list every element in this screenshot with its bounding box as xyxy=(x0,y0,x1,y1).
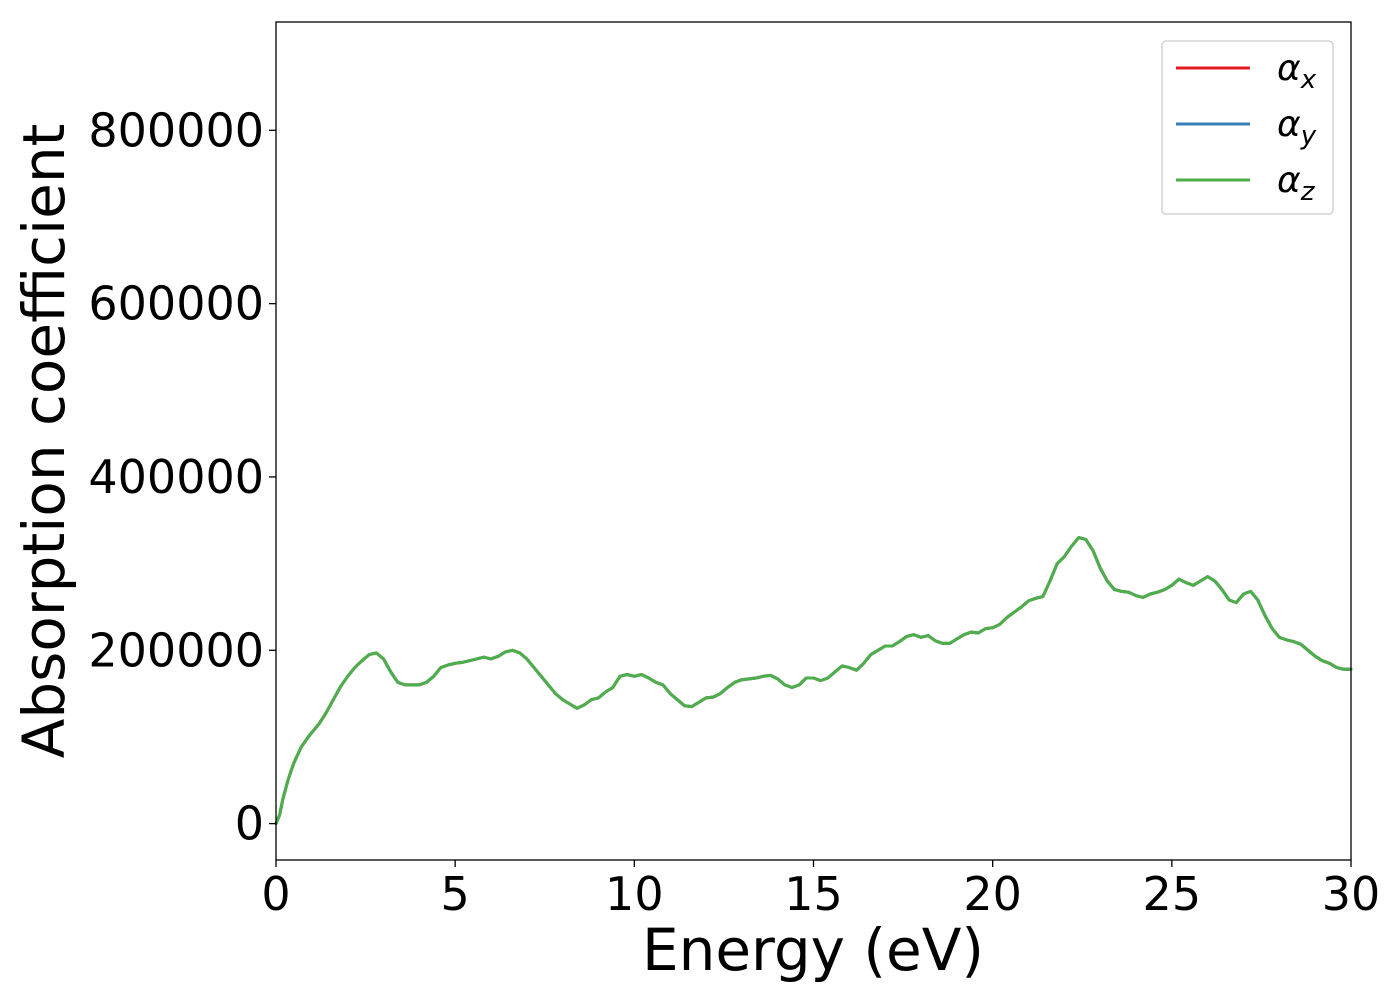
y-tick-label: 400000 xyxy=(88,450,264,504)
x-tick-label: 20 xyxy=(963,867,1022,921)
y-tick-label: 600000 xyxy=(88,277,264,331)
x-tick-label: 30 xyxy=(1322,867,1381,921)
x-axis-label: Energy (eV) xyxy=(642,916,984,984)
x-tick-label: 15 xyxy=(784,867,843,921)
legend-subscript: y xyxy=(1300,121,1317,151)
y-axis-label: Absorption coefficient xyxy=(10,124,78,759)
series-layer xyxy=(274,536,1353,826)
legend-subscript: z xyxy=(1300,177,1316,207)
y-tick-label: 0 xyxy=(235,797,264,851)
y-tick-label: 800000 xyxy=(88,103,264,157)
legend-box xyxy=(1161,40,1334,215)
x-tick-label: 5 xyxy=(441,867,470,921)
x-tick-label: 0 xyxy=(261,867,290,921)
y-tick-label: 200000 xyxy=(88,623,264,677)
legend-subscript: x xyxy=(1300,65,1317,95)
x-tick-label: 10 xyxy=(605,867,664,921)
y-axis: 0 200000 400000 600000 800000 xyxy=(88,103,276,851)
x-axis: 0 5 10 15 20 25 30 xyxy=(261,860,1380,921)
x-tick-label: 25 xyxy=(1143,867,1202,921)
series-line-z xyxy=(274,536,1353,826)
